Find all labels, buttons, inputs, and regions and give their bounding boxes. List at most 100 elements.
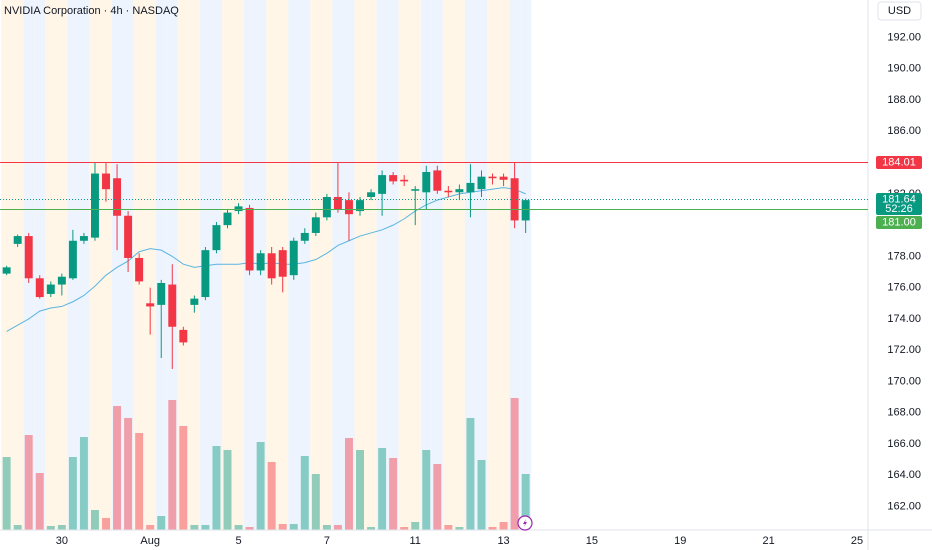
candle-body — [190, 298, 199, 305]
session-band — [310, 0, 322, 530]
session-band — [299, 0, 311, 530]
volume-bar — [333, 525, 342, 530]
x-tick-label: 7 — [324, 535, 330, 547]
volume-bar — [289, 524, 298, 530]
y-tick-label: 188.00 — [887, 94, 921, 106]
candle-body — [102, 173, 110, 190]
session-band — [233, 0, 245, 530]
session-band — [487, 0, 499, 530]
y-tick-label: 192.00 — [887, 31, 921, 43]
candle-body — [2, 267, 11, 274]
volume-bar — [13, 525, 22, 530]
volume-bar — [24, 435, 33, 530]
candle-body — [300, 232, 309, 241]
volume-bar — [79, 437, 88, 530]
session-band — [343, 0, 355, 530]
candle-body — [422, 171, 431, 193]
candle-body — [79, 236, 88, 241]
session-band — [409, 0, 421, 530]
y-tick-label: 190.00 — [887, 63, 921, 75]
currency-label[interactable]: USD — [888, 5, 911, 17]
volume-bar — [433, 464, 442, 530]
x-tick-label: 13 — [497, 535, 509, 547]
candle-body — [521, 200, 530, 221]
candle-body — [35, 278, 44, 298]
volume-bar — [344, 438, 353, 530]
volume-bar — [488, 527, 497, 530]
volume-bar — [322, 525, 331, 530]
y-tick-label: 172.00 — [887, 344, 921, 356]
candle-body — [223, 212, 232, 226]
volume-bar — [444, 525, 453, 530]
session-band — [34, 0, 46, 530]
candle-body — [90, 173, 99, 238]
candle-body — [477, 176, 486, 190]
volume-bar — [245, 527, 254, 530]
session-band — [442, 0, 454, 530]
x-tick-label: 21 — [762, 535, 774, 547]
price-tag-label: 181.64 — [882, 193, 916, 205]
volume-bar — [267, 462, 276, 530]
candle-body — [267, 253, 276, 279]
chart-title: NVIDIA Corporation · 4h · NASDAQ — [4, 5, 179, 17]
candle-body — [411, 189, 420, 191]
session-band — [464, 0, 476, 530]
volume-bar — [521, 474, 530, 530]
volume-bar — [157, 516, 166, 530]
candle-body — [322, 196, 331, 218]
volume-bar — [35, 473, 44, 530]
volume-bar — [2, 457, 11, 530]
candle-body — [68, 240, 77, 279]
volume-bar — [102, 518, 110, 530]
candle-body — [179, 329, 188, 343]
session-band — [321, 0, 333, 530]
session-band — [155, 0, 167, 530]
candle-body — [57, 276, 66, 285]
currency-button[interactable] — [877, 1, 922, 21]
candle-body — [201, 250, 210, 298]
candle-body — [146, 303, 155, 307]
volume-bar — [223, 450, 232, 530]
x-tick-label: 11 — [410, 535, 421, 547]
plot — [2, 162, 530, 530]
x-tick-label: 30 — [56, 535, 68, 547]
candle-body — [278, 250, 287, 277]
candle-body — [433, 170, 442, 191]
y-tick-label: 170.00 — [887, 375, 921, 387]
volume-bar — [190, 525, 199, 530]
session-band — [12, 0, 24, 530]
volume-bar — [146, 525, 155, 530]
candle-body — [333, 196, 342, 210]
volume-bar — [201, 525, 210, 530]
volume-bar — [499, 522, 508, 530]
session-band — [376, 0, 388, 530]
candle-body — [212, 225, 221, 251]
volume-bar — [422, 450, 431, 530]
session-band — [398, 0, 410, 530]
x-tick-label: 25 — [851, 535, 863, 547]
session-band — [45, 0, 57, 530]
session-band — [498, 0, 510, 530]
lightning-icon[interactable] — [517, 515, 533, 531]
candle-body — [400, 179, 409, 182]
volume-bar — [400, 527, 409, 530]
volume-bar — [367, 527, 376, 530]
price-tag — [876, 215, 922, 229]
volume-bar — [68, 457, 77, 530]
volume-bar — [510, 398, 519, 530]
x-tick-label: 19 — [674, 535, 686, 547]
y-tick-label: 168.00 — [887, 407, 921, 419]
volume-bar — [90, 510, 99, 530]
volume-bar — [212, 446, 221, 530]
volume-bar — [124, 418, 133, 530]
moving-average — [6, 187, 526, 332]
session-band — [475, 0, 488, 530]
volume-bar — [455, 527, 464, 530]
candle-body — [135, 257, 144, 282]
session-band — [210, 0, 222, 530]
session-band — [56, 0, 68, 530]
candle-body — [289, 240, 298, 276]
volume-bar — [477, 460, 486, 530]
y-tick-label: 186.00 — [887, 125, 921, 137]
